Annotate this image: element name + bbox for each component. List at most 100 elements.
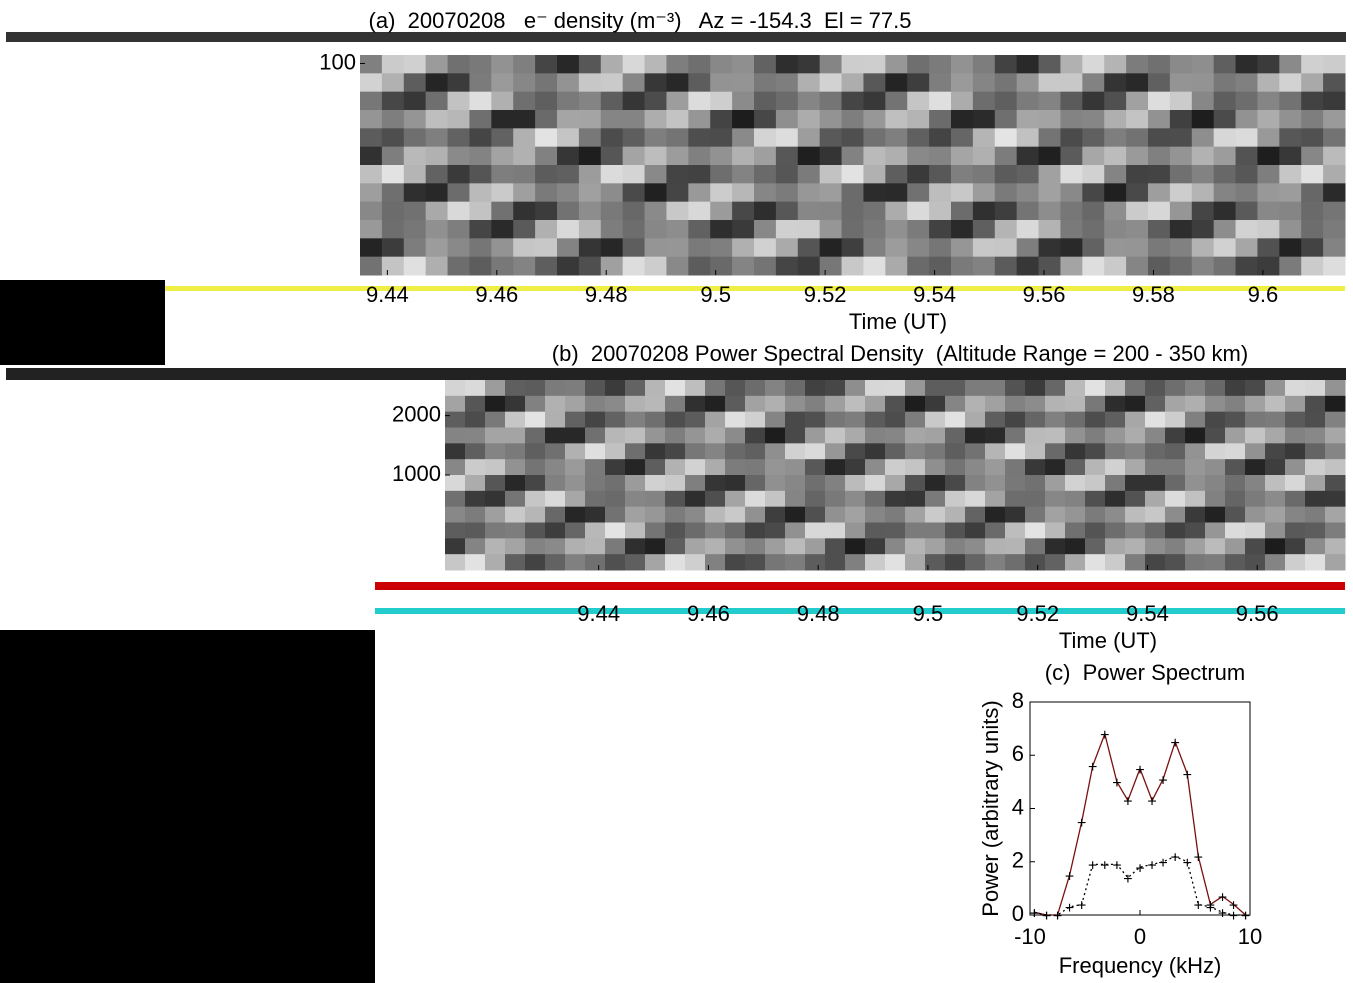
heatmap-cell bbox=[865, 475, 886, 491]
heatmap-cell bbox=[1045, 523, 1066, 539]
heatmap-cell bbox=[863, 238, 885, 257]
heatmap-cell bbox=[579, 165, 601, 184]
heatmap-cell bbox=[1257, 92, 1279, 111]
heatmap-cell bbox=[623, 110, 645, 129]
heatmap-cell bbox=[1025, 412, 1046, 428]
heatmap-cell bbox=[820, 73, 842, 92]
heatmap-cell bbox=[798, 165, 820, 184]
heatmap-cell bbox=[1145, 523, 1166, 539]
heatmap-cell bbox=[448, 92, 470, 111]
heatmap-cell bbox=[925, 491, 946, 507]
heatmap-cell bbox=[907, 92, 929, 111]
heatmap-cell bbox=[505, 459, 526, 475]
x-tick-label: 9.46 bbox=[475, 282, 518, 307]
heatmap-cell bbox=[885, 507, 906, 523]
heatmap-cell bbox=[1017, 220, 1039, 239]
heatmap-cell bbox=[535, 165, 557, 184]
heatmap-cell bbox=[1265, 443, 1286, 459]
heatmap-cell bbox=[565, 554, 586, 570]
heatmap-cell bbox=[585, 380, 606, 396]
heatmap-cell bbox=[426, 165, 448, 184]
heatmap-cell bbox=[1105, 459, 1126, 475]
heatmap-cell bbox=[513, 257, 535, 276]
heatmap-cell bbox=[445, 491, 466, 507]
heatmap-cell bbox=[825, 428, 846, 444]
heatmap-cell bbox=[1225, 428, 1246, 444]
heatmap-cell bbox=[645, 554, 666, 570]
heatmap-cell bbox=[1225, 491, 1246, 507]
heatmap-cell bbox=[1148, 92, 1170, 111]
glitch-band bbox=[6, 368, 1346, 380]
heatmap-cell bbox=[469, 220, 491, 239]
point-marker: + bbox=[1147, 858, 1156, 875]
heatmap-cell bbox=[1017, 110, 1039, 129]
heatmap-cell bbox=[565, 491, 586, 507]
point-marker: + bbox=[1135, 860, 1144, 877]
heatmap-cell bbox=[1245, 396, 1266, 412]
heatmap-cell bbox=[754, 202, 776, 221]
heatmap-cell bbox=[1085, 507, 1106, 523]
point-marker: + bbox=[1077, 815, 1086, 832]
heatmap-cell bbox=[907, 183, 929, 202]
heatmap-cell bbox=[845, 491, 866, 507]
heatmap-cell bbox=[845, 380, 866, 396]
heatmap-cell bbox=[1065, 507, 1086, 523]
heatmap-cell bbox=[973, 110, 995, 129]
heatmap-cell bbox=[765, 554, 786, 570]
heatmap-cell bbox=[825, 554, 846, 570]
heatmap-cell bbox=[1082, 128, 1104, 147]
heatmap-cell bbox=[1165, 396, 1186, 412]
heatmap-cell bbox=[1126, 128, 1148, 147]
heatmap-cell bbox=[805, 396, 826, 412]
heatmap-cell bbox=[973, 73, 995, 92]
heatmap-cell bbox=[623, 202, 645, 221]
heatmap-cell bbox=[1214, 202, 1236, 221]
heatmap-cell bbox=[1236, 128, 1258, 147]
heatmap-cell bbox=[513, 183, 535, 202]
heatmap-cell bbox=[1214, 92, 1236, 111]
heatmap-cell bbox=[1082, 147, 1104, 166]
heatmap-cell bbox=[557, 147, 579, 166]
heatmap-cell bbox=[1005, 443, 1026, 459]
page: (a) 20070208 e⁻ density (m⁻³) Az = -154.… bbox=[0, 0, 1353, 983]
heatmap-cell bbox=[1045, 428, 1066, 444]
point-marker: + bbox=[1241, 908, 1250, 925]
heatmap-cell bbox=[1126, 202, 1148, 221]
heatmap-cell bbox=[666, 92, 688, 111]
heatmap-cell bbox=[623, 73, 645, 92]
heatmap-cell bbox=[1265, 428, 1286, 444]
heatmap-cell bbox=[1245, 475, 1266, 491]
heatmap-cell bbox=[845, 443, 866, 459]
heatmap-cell bbox=[1245, 507, 1266, 523]
heatmap-cell bbox=[545, 459, 566, 475]
heatmap-cell bbox=[1214, 147, 1236, 166]
heatmap-cell bbox=[360, 110, 382, 129]
heatmap-cell bbox=[705, 443, 726, 459]
heatmap-cell bbox=[469, 183, 491, 202]
heatmap-cell bbox=[1305, 475, 1326, 491]
heatmap-cell bbox=[382, 128, 404, 147]
heatmap-cell bbox=[1104, 165, 1126, 184]
heatmap-cell bbox=[382, 110, 404, 129]
heatmap-cell bbox=[601, 220, 623, 239]
heatmap-cell bbox=[705, 459, 726, 475]
heatmap-cell bbox=[905, 491, 926, 507]
heatmap-cell bbox=[1085, 523, 1106, 539]
heatmap-cell bbox=[469, 257, 491, 276]
heatmap-cell bbox=[1039, 128, 1061, 147]
heatmap-cell bbox=[645, 238, 667, 257]
heatmap-cell bbox=[601, 257, 623, 276]
heatmap-cell bbox=[1005, 523, 1026, 539]
heatmap-cell bbox=[1148, 165, 1170, 184]
point-marker: + bbox=[1123, 794, 1132, 811]
heatmap-cell bbox=[1082, 55, 1104, 74]
heatmap-cell bbox=[605, 380, 626, 396]
point-marker: + bbox=[1194, 850, 1203, 867]
heatmap-cell bbox=[1225, 396, 1246, 412]
heatmap-cell bbox=[863, 73, 885, 92]
heatmap-cell bbox=[465, 428, 486, 444]
heatmap-cell bbox=[820, 165, 842, 184]
x-axis-label: Time (UT) bbox=[1059, 628, 1157, 653]
heatmap-cell bbox=[995, 55, 1017, 74]
heatmap-cell bbox=[1185, 491, 1206, 507]
